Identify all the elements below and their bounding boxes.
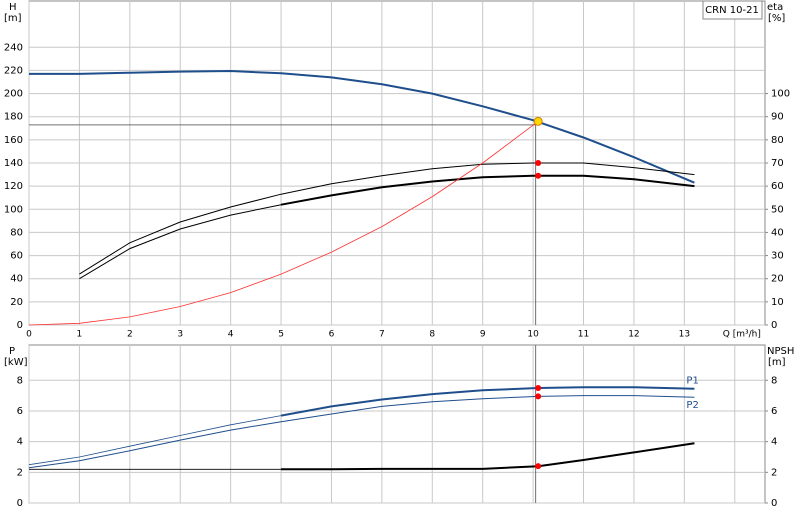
x-tick-label: 7	[379, 330, 385, 340]
y-tick-label: 140	[4, 158, 23, 169]
y-tick-label: 240	[4, 42, 23, 53]
series-label: P2	[686, 400, 698, 411]
x-tick-label: 6	[329, 330, 335, 340]
curve	[29, 69, 695, 184]
x-tick-label: 3	[177, 330, 183, 340]
y2-tick-label: 10	[771, 297, 784, 308]
y-tick-label: 160	[4, 135, 23, 146]
x-tick-label: 11	[578, 330, 589, 340]
curve	[79, 162, 695, 275]
y-tick-label: 40	[10, 274, 23, 285]
y-tick-label: 60	[10, 251, 23, 262]
y-tick-label: 6	[17, 406, 23, 417]
curve-emphasis	[280, 174, 695, 206]
y2-tick-label: 30	[771, 251, 784, 262]
operating-point	[535, 160, 542, 166]
x-tick-label: 9	[480, 330, 486, 340]
operating-point	[535, 384, 542, 391]
y-tick-label: 120	[4, 181, 23, 192]
y2-tick-label: 40	[771, 227, 784, 238]
y-tick-label: 0	[17, 498, 23, 509]
x-tick-label: 4	[228, 330, 234, 340]
x-tick-label: 8	[429, 330, 435, 340]
y2-tick-label: 2	[771, 467, 777, 478]
y2-tick-label: 70	[771, 158, 784, 169]
y-tick-label: 8	[17, 375, 23, 386]
y2-tick-label: 60	[771, 181, 784, 192]
x-tick-label: 0	[26, 330, 32, 340]
y2-axis-label: NPSH	[767, 346, 794, 357]
x-tick-label: 12	[628, 330, 639, 340]
curve	[28, 395, 695, 469]
y2-axis-unit: [%]	[768, 13, 785, 24]
y-tick-label: 20	[10, 297, 23, 308]
y-tick-label: 100	[4, 204, 23, 215]
operating-point	[535, 172, 542, 179]
y-tick-label: 80	[10, 227, 23, 238]
y-tick-label: 200	[4, 89, 23, 100]
y2-tick-label: 100	[771, 89, 790, 100]
curve-emphasis	[281, 442, 695, 471]
y2-tick-label: 80	[771, 135, 784, 146]
y2-axis-unit: [m]	[768, 357, 786, 368]
y2-tick-label: 4	[771, 437, 777, 448]
y-tick-label: 0	[17, 320, 23, 331]
y2-tick-label: 50	[771, 204, 784, 215]
y2-tick-label: 0	[771, 320, 777, 331]
y-axis-unit: [kW]	[4, 357, 28, 368]
curve-emphasis	[280, 386, 695, 417]
y2-tick-label: 8	[771, 375, 777, 386]
y-tick-label: 180	[4, 112, 23, 123]
chart-title: CRN 10-21	[705, 5, 759, 16]
y-tick-label: 220	[4, 65, 23, 76]
x-tick-label: 13	[679, 330, 690, 340]
operating-point	[533, 116, 543, 126]
series-label: P1	[686, 376, 698, 387]
x-tick-label: Q [m³/h]	[723, 330, 761, 340]
plot-area	[28, 344, 766, 504]
operating-point	[535, 463, 542, 470]
operating-point	[535, 393, 542, 400]
y2-tick-label: 20	[771, 274, 784, 285]
y2-tick-label: 6	[771, 406, 777, 417]
y-axis-label: H	[9, 2, 17, 13]
y-axis-unit: [m]	[4, 13, 22, 24]
y-tick-label: 2	[17, 467, 23, 478]
y-tick-label: 4	[17, 437, 23, 448]
x-tick-label: 2	[127, 330, 133, 340]
y-axis-label: P	[9, 346, 15, 357]
y2-axis-label: eta	[767, 2, 783, 13]
x-tick-label: 10	[527, 330, 539, 340]
y2-tick-label: 0	[771, 498, 777, 509]
curve	[28, 120, 539, 326]
title-box	[702, 0, 763, 20]
x-tick-label: 1	[77, 330, 83, 340]
y2-tick-label: 90	[771, 112, 784, 123]
x-tick-label: 5	[278, 330, 284, 340]
